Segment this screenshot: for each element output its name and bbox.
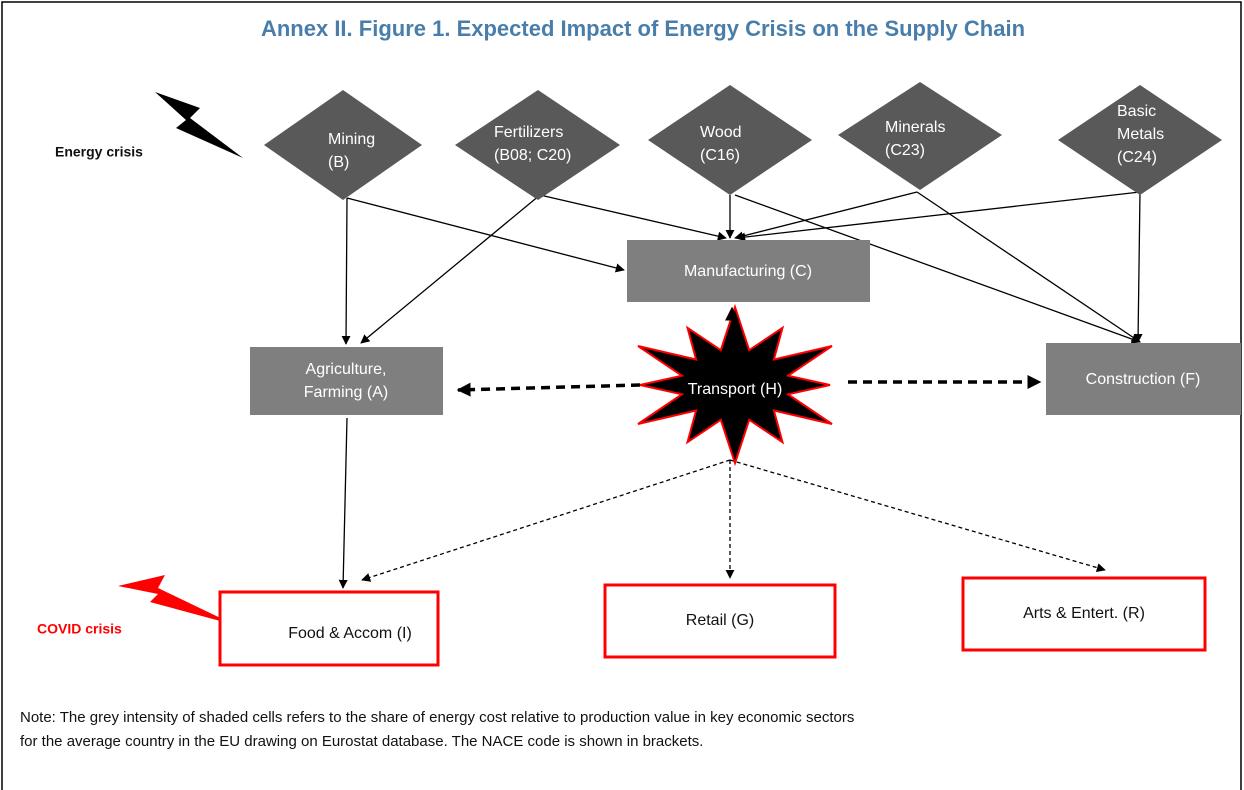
node-label: (C16) [700,147,740,164]
node-label: Arts & Entert. (R) [1023,605,1145,622]
arrow [916,191,1141,343]
note: Note: The grey intensity of shaded cells… [20,709,854,726]
node-label: (B) [328,154,349,171]
node-label: (C23) [885,142,925,159]
diamond [455,90,620,200]
diamond [264,90,422,200]
dashed-arrow [361,459,731,582]
dashed-arrow [456,382,641,397]
arrow [1133,191,1143,343]
diamonds [264,82,1222,200]
node-box [627,240,870,302]
arrow [736,191,1141,242]
title: Annex II. Figure 1. Expected Impact of E… [261,16,1025,41]
arrow [338,417,348,589]
node-label: Farming (A) [304,384,388,401]
transport-star [637,303,833,467]
node-box [218,590,440,667]
node-label: Minerals [885,119,945,136]
node-label: Agriculture, [306,361,387,378]
arrow [341,197,351,345]
node-box [603,583,837,659]
node-label: Construction (F) [1086,371,1201,388]
arrow [734,191,918,241]
node-label: Metals [1117,126,1164,143]
crisis-label: Energy crisis [55,144,143,160]
crisis-label: COVID crisis [37,621,122,637]
dashed-arrow [729,459,1106,573]
node-label: Manufacturing (C) [684,263,812,280]
arrow [346,197,625,273]
node-label: Food & Accom (I) [288,625,412,642]
arrow [360,194,541,344]
node-label: (C24) [1117,149,1157,166]
energy-bolt [155,92,243,158]
arrow [734,194,1141,344]
node-label: Fertilizers [494,124,563,141]
arrows [338,191,1143,589]
diamond [648,85,812,195]
diamond [1058,85,1222,195]
node-box [961,576,1207,652]
node-box [1046,343,1241,415]
node-box [250,347,443,415]
arrow [539,194,727,241]
node-label: Mining [328,131,375,148]
node-label: (B08; C20) [494,147,571,164]
node-label: Wood [700,124,742,141]
node-label: Retail (G) [686,612,754,629]
node-label: Transport (H) [688,381,783,398]
covid-bolt [118,575,235,625]
note: for the average country in the EU drawin… [20,733,703,750]
diamond [838,82,1002,190]
node-label: Basic [1117,103,1156,120]
